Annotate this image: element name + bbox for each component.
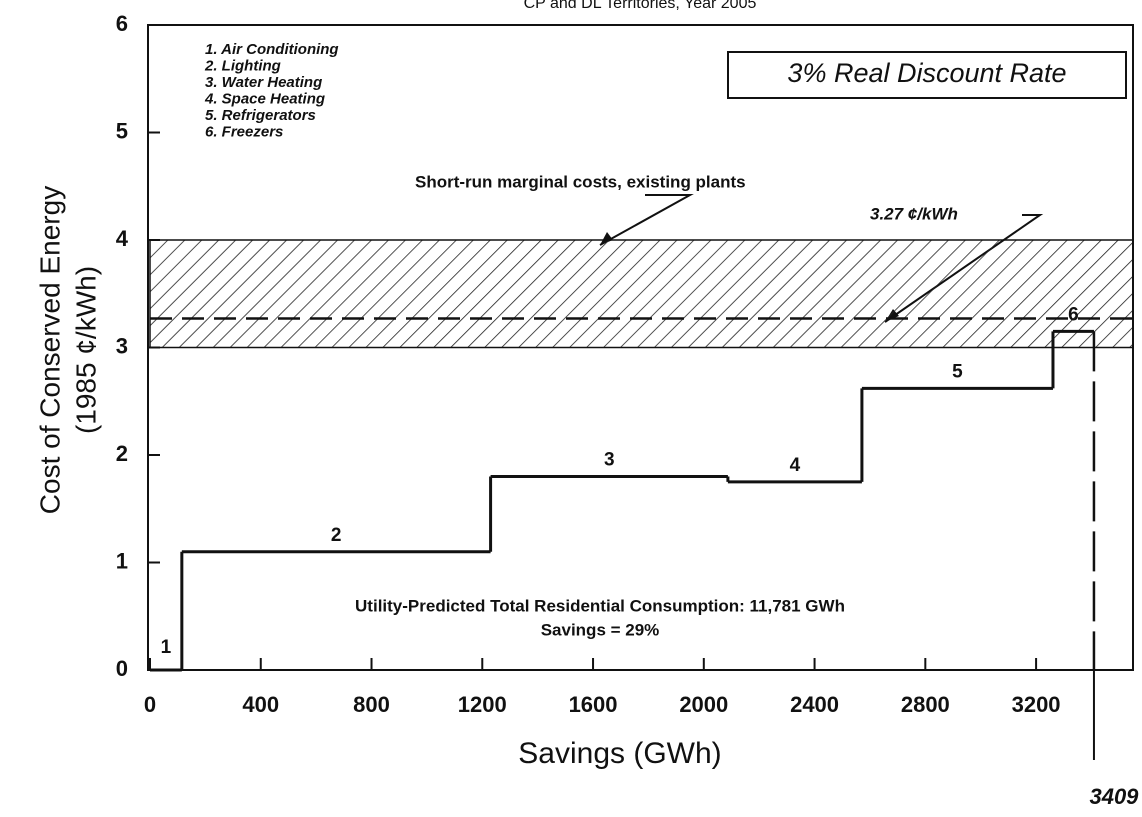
step-label: 2 <box>331 525 342 546</box>
legend-item: 6. Freezers <box>205 123 283 140</box>
arrow <box>599 194 694 246</box>
legend-item: 4. Space Heating <box>204 90 325 107</box>
marginal-cost-band <box>149 239 1134 349</box>
savings-note: Savings = 29% <box>541 620 660 639</box>
legend-item: 3. Water Heating <box>205 74 322 91</box>
step-label: 3 <box>604 450 615 471</box>
x-tick-label: 3200 <box>1012 692 1061 717</box>
discount-rate-label: 3% Real Discount Rate <box>787 58 1066 88</box>
y-tick-label: 3 <box>116 333 128 358</box>
x-tick-label: 0 <box>144 692 156 717</box>
y-axis-label: (1985 ¢/kWh) <box>70 266 101 434</box>
step-label: 6 <box>1068 304 1079 325</box>
consumption-note: Utility-Predicted Total Residential Cons… <box>355 596 845 615</box>
step-label: 4 <box>790 455 801 476</box>
y-tick-label: 1 <box>116 548 128 573</box>
step-label: 1 <box>161 637 172 658</box>
x-tick-label: 800 <box>353 692 390 717</box>
legend-item: 5. Refrigerators <box>205 107 316 124</box>
discount-box <box>727 51 1127 99</box>
step-label: 5 <box>952 361 963 382</box>
reference-label: 3.27 ¢/kWh <box>870 204 958 223</box>
x-tick-label: 1200 <box>458 692 507 717</box>
x-tick-label: 400 <box>242 692 279 717</box>
y-axis-label: Cost of Conserved Energy <box>34 186 65 514</box>
x-tick-label: 2400 <box>790 692 839 717</box>
y-tick-label: 2 <box>116 441 128 466</box>
y-tick-label: 0 <box>116 656 128 681</box>
total-label: 3409 <box>1089 784 1139 809</box>
marginal-cost-label: Short-run marginal costs, existing plant… <box>415 172 746 191</box>
legend-item: 2. Lighting <box>204 57 281 74</box>
legend-item: 1. Air Conditioning <box>205 41 339 58</box>
x-tick-label: 2800 <box>901 692 950 717</box>
chart-title: CP and DL Territories, Year 2005 <box>524 0 757 12</box>
x-tick-label: 2000 <box>679 692 728 717</box>
y-tick-label: 5 <box>116 118 128 143</box>
x-axis-label: Savings (GWh) <box>518 737 721 770</box>
y-tick-label: 6 <box>116 11 128 36</box>
x-tick-label: 1600 <box>569 692 618 717</box>
y-tick-label: 4 <box>116 226 129 251</box>
